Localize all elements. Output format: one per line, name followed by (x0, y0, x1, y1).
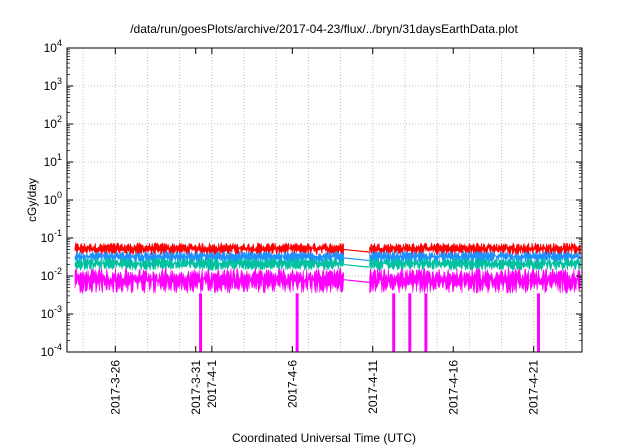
series-group (74, 241, 581, 352)
dropout-spike (295, 293, 299, 352)
x-tick-label: 2017-4-11 (366, 360, 380, 414)
y-tick-label: 10-3 (41, 304, 62, 321)
y-tick-label: 103 (44, 76, 62, 93)
series-band-0-part-1 (369, 241, 581, 257)
dropout-spike (392, 293, 396, 352)
y-tick-label: 101 (44, 152, 62, 169)
axis-ticks: 10-4 10-3 10-2 10-1 100 101 102 103 104 2017-3-26… (41, 38, 582, 415)
series-gap-link-3 (343, 279, 370, 283)
y-tick-label: 10-4 (41, 342, 62, 359)
x-tick-label: 2017-4-6 (285, 360, 299, 408)
y-tick-label: 100 (44, 190, 62, 207)
chart-title: /data/run/goesPlots/archive/2017-04-23/f… (130, 22, 518, 36)
x-tick-label: 2017-4-16 (446, 360, 460, 415)
y-axis-label: cGy/day (25, 178, 39, 222)
x-axis-label: Coordinated Universal Time (UTC) (232, 431, 416, 445)
series-band-2-part-0 (74, 256, 344, 272)
series-gap-link-2 (343, 263, 370, 268)
y-tick-label: 102 (44, 114, 62, 131)
dropout-spike (408, 293, 412, 352)
dropout-spike (199, 293, 203, 352)
series-band-2-part-1 (369, 256, 581, 272)
y-tick-label: 10-2 (41, 266, 62, 283)
dropout-spike (537, 293, 541, 352)
x-tick-label: 2017-3-31 (189, 360, 203, 415)
series-gap-link-1 (343, 257, 370, 262)
series-band-3-part-1 (369, 267, 581, 294)
x-tick-label: 2017-3-26 (108, 360, 122, 415)
x-tick-label: 2017-4-1 (205, 360, 219, 408)
x-tick-label: 2017-4-21 (527, 360, 541, 415)
dropout-spike (424, 293, 428, 352)
series-gap-link-0 (343, 248, 370, 253)
y-tick-label: 10-1 (41, 228, 62, 245)
y-tick-label: 104 (44, 38, 62, 55)
